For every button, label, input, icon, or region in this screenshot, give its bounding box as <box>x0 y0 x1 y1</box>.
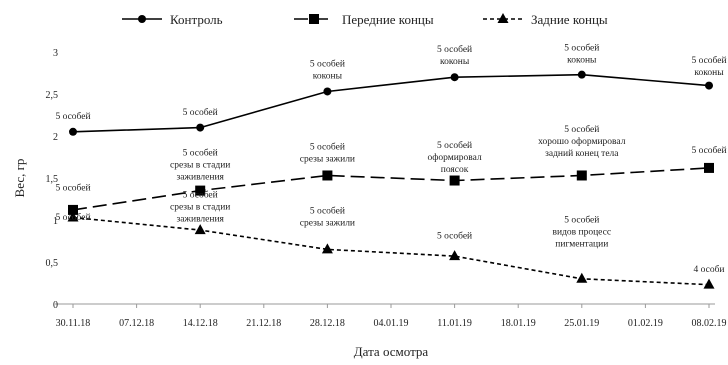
annotation-layer: 5 особей 5 особей 5 особей коконы 5 особей ко… <box>55 42 726 275</box>
data-point <box>67 211 79 222</box>
data-point <box>703 278 715 289</box>
series-3 <box>67 211 715 289</box>
annotation-label: 5 особей коконы <box>437 44 472 67</box>
x-tick-label: 14.12.18 <box>183 318 218 329</box>
legend-label: Контроль <box>170 12 223 27</box>
y-tick-label: 1,5 <box>46 174 59 185</box>
data-point <box>323 87 332 96</box>
legend-item: Передние концы <box>294 12 434 27</box>
data-point <box>704 162 714 173</box>
series-line <box>72 167 710 211</box>
series-line <box>72 216 710 286</box>
y-tick-label: 3 <box>53 48 58 59</box>
annotation-label: 5 особей коконы <box>564 42 599 65</box>
data-point <box>196 123 205 132</box>
y-tick-label: 0 <box>53 300 58 311</box>
legend-item: Контроль <box>122 12 223 27</box>
annotation-label: 5 особей хорошо оформировал задний конец т… <box>538 124 626 159</box>
series-layer <box>67 70 715 289</box>
data-point <box>576 272 588 283</box>
legend-label: Передние концы <box>342 12 434 27</box>
data-point <box>450 73 459 82</box>
legend-marker <box>497 13 509 23</box>
x-tick-label: 11.01.19 <box>437 318 472 329</box>
annotation-label: 5 особей коконы <box>691 55 726 78</box>
annotation-label: 4 особи <box>694 264 725 275</box>
x-tick-label: 25.01.19 <box>564 318 599 329</box>
data-point <box>194 224 206 235</box>
x-tick-label: 01.02.19 <box>628 318 663 329</box>
y-tick-label: 0,5 <box>46 258 59 269</box>
data-point <box>321 243 333 254</box>
annotation-label: 5 особей срезы зажили <box>300 141 355 164</box>
legend-marker <box>138 15 146 23</box>
annotation-label: 5 особей срезы в стадии заживления <box>170 147 230 182</box>
annotation-label: 5 особей <box>55 212 90 223</box>
data-point <box>69 127 77 136</box>
y-axis-title: Вес, гр <box>12 159 27 198</box>
x-tick-label: 28.12.18 <box>310 318 345 329</box>
data-point <box>449 250 461 261</box>
annotation-label: 5 особей <box>691 145 726 156</box>
x-axis-title: Дата осмотра <box>354 344 429 359</box>
x-tick-label: 07.12.18 <box>119 318 154 329</box>
annotation-label: 5 особей <box>183 107 218 118</box>
annotation-label: 5 особей оформировал поясок <box>427 140 482 175</box>
series-line <box>72 73 710 133</box>
data-point <box>449 175 460 186</box>
data-point <box>576 170 587 181</box>
y-tick-label: 2,5 <box>46 90 59 101</box>
chart-axes: 0 0,5 1 1,5 2 2,5 3 30.11.18 07.12.18 14.12.18 21.… <box>46 48 727 329</box>
annotation-label: 5 особей видов процесс пигментации <box>553 215 612 250</box>
x-tick-label: 21.12.18 <box>246 318 281 329</box>
annotation-label: 5 особей коконы <box>310 58 345 81</box>
legend-marker <box>309 14 319 24</box>
x-tick-label: 08.02.19 <box>692 318 727 329</box>
data-point <box>68 204 78 215</box>
y-tick-label: 2 <box>53 132 58 143</box>
x-tick-label: 18.01.19 <box>501 318 536 329</box>
series-2 <box>68 162 714 215</box>
legend-item: Задние концы <box>483 12 608 27</box>
data-point <box>195 185 206 196</box>
y-tick-label: 1 <box>53 216 58 227</box>
data-point <box>577 70 586 79</box>
annotation-label: 5 особей <box>437 230 472 241</box>
legend-label: Задние концы <box>531 12 608 27</box>
annotation-label: 5 особей <box>55 111 90 122</box>
annotation-label: 5 особей срезы в стадии заживления <box>170 189 230 224</box>
data-point <box>322 170 333 181</box>
annotation-label: 5 особей срезы зажили <box>300 205 355 228</box>
data-point <box>705 81 713 90</box>
x-tick-label: 04.01.19 <box>374 318 409 329</box>
series-1 <box>69 70 713 136</box>
chart-legend: Контроль Передние концы Задние концы <box>122 12 608 27</box>
x-tick-label: 30.11.18 <box>56 318 91 329</box>
annotation-label: 5 особей <box>55 183 90 194</box>
